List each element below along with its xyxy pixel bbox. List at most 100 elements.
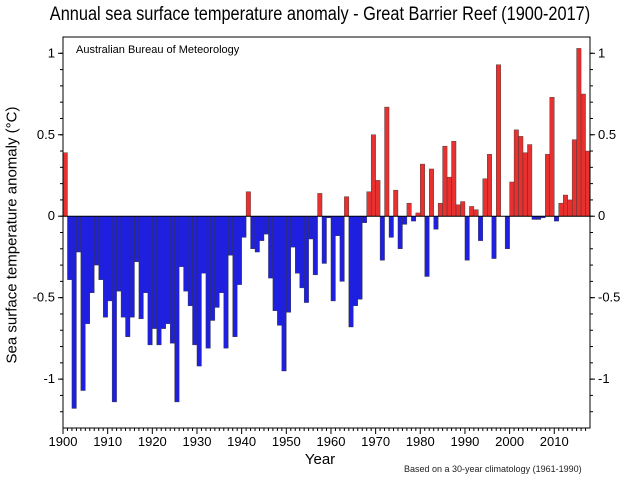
bar-2016 xyxy=(580,93,586,217)
bar-1989 xyxy=(460,201,466,217)
bar-1950 xyxy=(286,216,291,313)
bar-1953 xyxy=(299,216,305,289)
bar-1911 xyxy=(111,216,117,403)
bar-1923 xyxy=(165,216,171,324)
bar-1982 xyxy=(429,168,434,217)
bar-1983 xyxy=(433,216,439,230)
bar-1974 xyxy=(393,189,399,217)
bar-2004 xyxy=(527,144,533,217)
y-tick-label-left: 0.5 xyxy=(37,127,55,142)
y-tick-label-right: -1 xyxy=(598,371,610,386)
x-tick-label: 1910 xyxy=(93,434,122,449)
bar-1919 xyxy=(147,216,153,346)
x-tick-label: 1900 xyxy=(49,434,78,449)
bar-1986 xyxy=(446,176,452,217)
bar-1909 xyxy=(102,216,108,318)
bar-1905 xyxy=(85,216,91,324)
bar-1997 xyxy=(496,64,501,217)
bar-1945 xyxy=(263,216,269,235)
bar-1969 xyxy=(370,134,376,217)
bar-1942 xyxy=(250,216,256,249)
bar-2017 xyxy=(585,150,591,217)
bar-1922 xyxy=(161,216,166,329)
bars-group xyxy=(62,48,591,409)
bar-1928 xyxy=(187,216,193,307)
x-tick-label: 1960 xyxy=(317,434,346,449)
bar-1996 xyxy=(491,216,497,259)
bar-1912 xyxy=(116,216,122,292)
bar-1971 xyxy=(379,216,385,261)
bar-1906 xyxy=(89,216,95,293)
bar-1927 xyxy=(183,216,189,292)
bar-1901 xyxy=(67,216,73,280)
bar-1924 xyxy=(169,216,175,344)
x-tick-label: 1980 xyxy=(406,434,435,449)
bar-1904 xyxy=(80,216,86,391)
bar-2010 xyxy=(554,216,559,222)
x-tick-label: 1940 xyxy=(227,434,256,449)
bar-1966 xyxy=(357,216,363,300)
bar-1938 xyxy=(232,216,238,337)
bar-1941 xyxy=(245,191,251,217)
bar-1947 xyxy=(272,216,278,311)
bar-1932 xyxy=(205,216,211,349)
bar-1960 xyxy=(330,216,336,302)
bar-1963 xyxy=(344,196,350,217)
bar-1961 xyxy=(335,216,341,236)
bar-1973 xyxy=(388,216,394,238)
bar-1972 xyxy=(384,106,390,217)
bar-1933 xyxy=(210,216,216,321)
bar-2000 xyxy=(509,181,515,217)
ticks-group: 1 1 0.5 0.5 0 0 -0.5 -0.5 -1 -1 1900 1910 1920 1930 19… xyxy=(33,45,621,449)
y-tick-label-left: 0 xyxy=(48,208,55,223)
bar-1931 xyxy=(201,216,207,274)
bar-2001 xyxy=(513,129,519,217)
bar-1994 xyxy=(482,178,488,217)
x-tick-label: 2000 xyxy=(495,434,524,449)
bar-1903 xyxy=(76,216,82,253)
bar-2011 xyxy=(558,202,564,217)
x-tick-label: 1930 xyxy=(183,434,212,449)
bar-1965 xyxy=(353,216,358,307)
x-axis-label: Year xyxy=(304,451,336,468)
bar-1913 xyxy=(120,216,126,318)
bar-1939 xyxy=(236,216,242,285)
bar-1934 xyxy=(214,216,220,308)
bar-1954 xyxy=(303,216,309,303)
bar-1985 xyxy=(442,145,448,217)
bar-1946 xyxy=(268,216,274,279)
bar-1943 xyxy=(254,216,260,253)
bar-1940 xyxy=(241,216,247,238)
y-tick-label-left: 1 xyxy=(48,45,55,60)
bar-1975 xyxy=(397,216,403,249)
bar-1956 xyxy=(312,216,318,276)
bar-1926 xyxy=(178,216,184,267)
bar-1987 xyxy=(451,141,457,217)
bar-1918 xyxy=(143,216,149,293)
source-label: Australian Bureau of Meteorology xyxy=(76,44,240,56)
bar-1992 xyxy=(473,209,479,217)
bar-2014 xyxy=(571,139,577,217)
bar-1948 xyxy=(277,216,283,326)
bar-1951 xyxy=(290,216,296,248)
bar-1968 xyxy=(366,191,372,217)
bar-1908 xyxy=(98,216,104,280)
y-tick-label-right: 0.5 xyxy=(598,127,616,142)
bar-1977 xyxy=(406,202,412,217)
bar-1955 xyxy=(308,216,314,240)
bar-1970 xyxy=(375,180,381,217)
bar-1962 xyxy=(339,216,345,282)
bar-2012 xyxy=(563,194,568,217)
bar-1981 xyxy=(424,216,430,277)
bar-2015 xyxy=(576,48,582,217)
x-tick-label: 1950 xyxy=(272,434,301,449)
bar-1991 xyxy=(469,206,475,217)
bar-1929 xyxy=(192,216,198,346)
bar-1915 xyxy=(129,216,135,318)
bar-1976 xyxy=(402,216,408,225)
chart-title: Annual sea surface temperature anomaly -… xyxy=(49,4,591,25)
bar-1925 xyxy=(174,216,180,403)
bar-1944 xyxy=(259,216,265,241)
bar-1930 xyxy=(196,216,202,367)
bar-1980 xyxy=(420,163,425,217)
